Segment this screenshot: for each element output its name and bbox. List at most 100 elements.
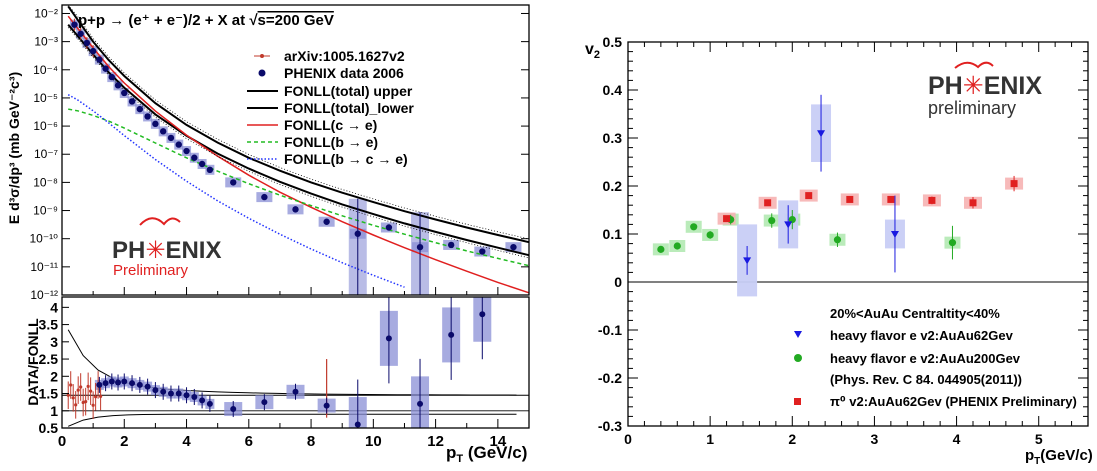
ratio-data-point bbox=[191, 393, 198, 400]
phenix-logo-left: PH✳ENIX Preliminary bbox=[112, 217, 221, 279]
ratio-y-ticks: 0.511.5 22.533.5 4 bbox=[39, 299, 69, 436]
ratio-data-point bbox=[144, 383, 151, 390]
spectrum-y-tick-label: 10⁻² bbox=[34, 6, 58, 20]
v2-y-tick-label: -0.3 bbox=[598, 418, 622, 434]
spectrum-y-tick-label: 10⁻⁸ bbox=[33, 175, 58, 189]
spectrum-data-point bbox=[191, 154, 198, 161]
ratio-red-point bbox=[99, 394, 103, 398]
legend-label-fonll-c-e: FONLL(c → e) bbox=[284, 117, 377, 133]
v2-green-point bbox=[690, 223, 698, 231]
spectrum-data-point bbox=[230, 179, 237, 186]
ratio-data-point bbox=[479, 311, 486, 318]
v2-x-tick-label: 5 bbox=[1035, 431, 1043, 447]
v2-red-point bbox=[846, 195, 854, 203]
ratio-data-point bbox=[199, 397, 206, 404]
legend-marker-navy-circle bbox=[258, 69, 266, 77]
v2-green-point bbox=[657, 245, 665, 253]
v2-legend-item-200gev: heavy flavor e v2:AuAu200Gev bbox=[794, 351, 1021, 366]
ratio-data-point bbox=[152, 387, 159, 394]
ratio-data-point bbox=[115, 379, 122, 386]
spectrum-data-point bbox=[102, 65, 109, 72]
ratio-x-tick-label: 2 bbox=[120, 433, 128, 450]
v2-red-point bbox=[969, 199, 977, 207]
v2-green-point bbox=[673, 242, 681, 250]
v2-blue-point bbox=[890, 231, 899, 238]
v2-red-point bbox=[723, 215, 731, 223]
v2-blue-point bbox=[743, 257, 752, 265]
spectrum-title: p+p → (e⁺ + e⁻)/2 + X at √s=200 GeV bbox=[78, 12, 334, 29]
spectrum-y-tick-label: 10⁻³ bbox=[34, 35, 58, 49]
spectrum-data-point bbox=[83, 39, 91, 47]
ratio-data-points bbox=[66, 297, 486, 428]
ratio-red-point bbox=[79, 385, 83, 389]
spectrum-y-tick-label: 10⁻⁵ bbox=[33, 91, 58, 105]
spectrum-panel: 10⁻² 10⁻³ 10⁻⁴ 10⁻⁵ 10⁻⁶ 10⁻⁷ 10⁻⁸ 10⁻⁹ 10⁻¹⁰ 10⁻… bbox=[6, 4, 530, 302]
v2-legend-label-200gev: heavy flavor e v2:AuAu200Gev bbox=[830, 351, 1021, 366]
v2-legend-label-62gev: heavy flavor e v2:AuAu62Gev bbox=[830, 328, 1014, 343]
spectrum-curve bbox=[67, 94, 405, 288]
legend-item-phenix-2006: PHENIX data 2006 bbox=[258, 65, 404, 81]
ratio-y-tick-label: 2.5 bbox=[39, 351, 59, 367]
spectrum-data-points bbox=[71, 18, 517, 295]
v2-x-tick-label: 0 bbox=[624, 431, 632, 447]
v2-x-tick-label: 3 bbox=[871, 431, 879, 447]
spectrum-curve bbox=[67, 5, 530, 244]
spectrum-data-point bbox=[152, 120, 159, 128]
phenix-logo-right-subtitle: preliminary bbox=[928, 98, 1016, 118]
phenix-logo-left-text: PH✳ENIX bbox=[112, 237, 221, 264]
spectrum-data-point bbox=[77, 30, 84, 37]
ratio-y-tick-label: 4 bbox=[50, 299, 58, 315]
v2-green-point bbox=[768, 216, 776, 225]
v2-legend-triangle-marker bbox=[794, 331, 802, 338]
legend-label-fonll-upper: FONLL(total) upper bbox=[284, 83, 413, 99]
phenix-logo-right-text: PH✳ENIX bbox=[928, 72, 1042, 100]
legend-item-fonll-b-c-e: FONLL(b → c → e) bbox=[247, 151, 408, 167]
spectrum-data-point bbox=[292, 206, 299, 213]
ratio-x-tick-label: 6 bbox=[245, 433, 253, 450]
v2-green-point bbox=[948, 239, 957, 247]
spectrum-data-point bbox=[354, 230, 361, 237]
spectrum-y-ticks: 10⁻² 10⁻³ 10⁻⁴ 10⁻⁵ 10⁻⁶ 10⁻⁷ 10⁻⁸ 10⁻⁹ 10⁻¹⁰ 10⁻… bbox=[30, 6, 529, 302]
spectrum-data-point bbox=[128, 98, 136, 105]
spectrum-data-point bbox=[323, 218, 330, 225]
v2-legend-item-pi0: π⁰ v2:AuAu62Gev (PHENIX Preliminary) bbox=[794, 394, 1077, 409]
ratio-red-point bbox=[86, 384, 90, 388]
spectrum-data-point bbox=[114, 82, 122, 89]
v2-legend-item-62gev: heavy flavor e v2:AuAu62Gev bbox=[794, 328, 1014, 343]
v2-blue-point bbox=[817, 130, 826, 138]
spectrum-y-tick-label: 10⁻¹⁰ bbox=[30, 232, 59, 246]
spectrum-y-tick-label: 10⁻⁶ bbox=[33, 119, 58, 133]
ratio-data-point bbox=[160, 388, 167, 395]
v2-legend-label-reference: (Phys. Rev. C 84. 044905(2011)) bbox=[830, 372, 1022, 387]
v2-y-tick-label: 0.1 bbox=[603, 226, 623, 242]
ratio-data-point bbox=[167, 390, 174, 397]
v2-legend-circle-marker bbox=[794, 354, 802, 362]
legend-label-fonll-b-e: FONLL(b → e) bbox=[284, 134, 378, 150]
phenix-logo-right-swoosh bbox=[954, 61, 994, 69]
v2-x-axis-label: pT(GeV/c) bbox=[1025, 447, 1093, 467]
ratio-x-tick-label: 10 bbox=[365, 433, 382, 450]
ratio-red-point bbox=[89, 389, 93, 393]
v2-green-point bbox=[833, 236, 842, 244]
legend-item-fonll-lower: FONLL(total)_lower bbox=[247, 100, 414, 116]
legend-item-fonll-b-e: FONLL(b → e) bbox=[247, 134, 378, 150]
spectrum-data-point bbox=[136, 105, 144, 113]
ratio-data-point bbox=[417, 400, 424, 407]
spectrum-data-point bbox=[479, 248, 486, 255]
legend-label-phenix-2006: PHENIX data 2006 bbox=[284, 65, 404, 81]
ratio-red-point bbox=[66, 393, 70, 397]
ratio-x-axis-label: pT (GeV/c) bbox=[446, 443, 527, 465]
phenix-logo-left-subtitle: Preliminary bbox=[113, 262, 189, 279]
spectrum-y-tick-label: 10⁻¹² bbox=[30, 288, 58, 302]
ratio-y-tick-label: 3 bbox=[50, 334, 58, 350]
ratio-data-point bbox=[183, 392, 190, 399]
ratio-data-point bbox=[385, 335, 392, 342]
ratio-y-axis-label: DATA/FONLL bbox=[25, 318, 41, 406]
ratio-data-point bbox=[121, 378, 128, 385]
v2-red-point bbox=[764, 199, 772, 207]
v2-legend-header: 20%<AuAu Centraltity<40% bbox=[830, 306, 1000, 321]
v2-blue-point bbox=[784, 221, 793, 229]
spectrum-y-tick-label: 10⁻⁹ bbox=[33, 204, 58, 218]
ratio-red-point bbox=[94, 395, 98, 399]
